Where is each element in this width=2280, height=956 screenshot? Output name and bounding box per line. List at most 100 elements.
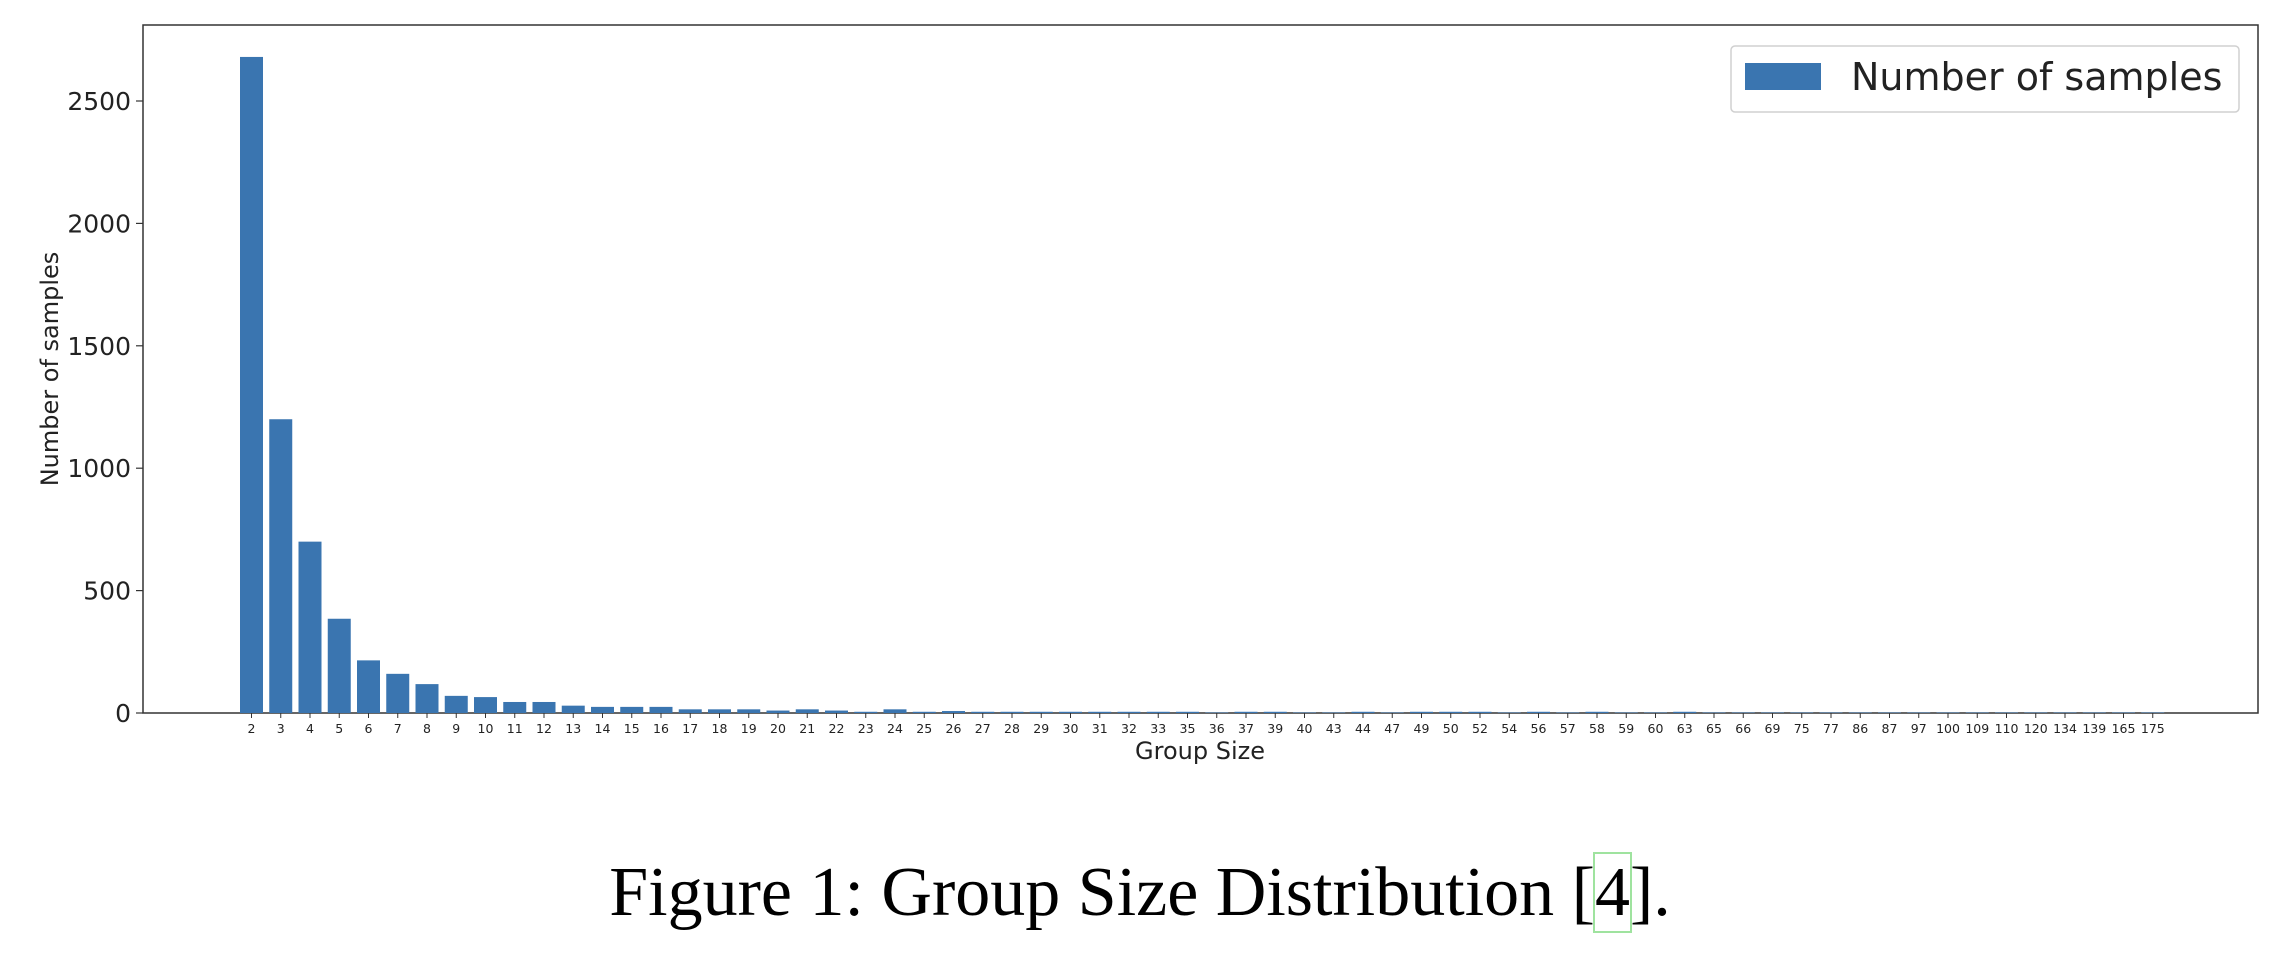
x-tick-label-5: 5 xyxy=(335,721,343,736)
x-tick-label-47: 47 xyxy=(1384,721,1400,736)
bar-58 xyxy=(1585,711,1609,713)
x-tick-label-50: 50 xyxy=(1443,721,1459,736)
bar-19 xyxy=(737,709,761,713)
x-tick-label-57: 57 xyxy=(1560,721,1576,736)
x-tick-label-54: 54 xyxy=(1501,721,1517,736)
bar-27 xyxy=(971,711,995,713)
x-tick-label-109: 109 xyxy=(1965,721,1989,736)
legend-frame xyxy=(1730,45,2240,113)
caption-suffix: ]. xyxy=(1629,854,1671,931)
bar-25 xyxy=(912,711,936,713)
x-tick-label-37: 37 xyxy=(1238,721,1254,736)
x-tick-label-6: 6 xyxy=(365,721,373,736)
x-tick-label-26: 26 xyxy=(946,721,962,736)
x-tick-label-11: 11 xyxy=(507,721,523,736)
caption-text: Figure 1: Group Size Distribution [ xyxy=(609,854,1595,931)
x-tick-label-7: 7 xyxy=(394,721,402,736)
legend-label: Number of samples xyxy=(1851,55,2222,99)
bar-2 xyxy=(240,56,263,713)
x-tick-label-29: 29 xyxy=(1033,721,1049,736)
x-tick-label-49: 49 xyxy=(1414,721,1430,736)
x-tick-label-97: 97 xyxy=(1911,721,1927,736)
bar-7 xyxy=(386,673,410,713)
y-tick-label-1000: 1000 xyxy=(67,454,131,483)
bar-17 xyxy=(678,709,702,713)
y-tick-label-2000: 2000 xyxy=(67,209,131,238)
bar-10 xyxy=(474,697,497,713)
x-tick-label-35: 35 xyxy=(1180,721,1196,736)
bars xyxy=(240,56,2165,713)
bar-26 xyxy=(942,711,965,713)
bar-4 xyxy=(298,541,322,713)
figure-caption: Figure 1: Group Size Distribution [4]. xyxy=(0,852,2280,933)
x-tick-label-18: 18 xyxy=(712,721,728,736)
x-tick-label-4: 4 xyxy=(306,721,314,736)
x-tick-label-3: 3 xyxy=(277,721,285,736)
x-tick-label-25: 25 xyxy=(916,721,932,736)
x-tick-label-110: 110 xyxy=(1995,721,2019,736)
x-tick-label-22: 22 xyxy=(829,721,845,736)
x-tick-label-77: 77 xyxy=(1823,721,1839,736)
x-tick-label-66: 66 xyxy=(1735,721,1751,736)
bar-30 xyxy=(1059,711,1082,713)
legend-swatch xyxy=(1745,63,1821,90)
bar-8 xyxy=(415,684,439,713)
x-tick-label-44: 44 xyxy=(1355,721,1371,736)
bar-15 xyxy=(620,706,644,713)
x-tick-label-40: 40 xyxy=(1297,721,1313,736)
x-tick-label-20: 20 xyxy=(770,721,786,736)
x-tick-label-23: 23 xyxy=(858,721,874,736)
x-tick-label-58: 58 xyxy=(1589,721,1605,736)
bar-18 xyxy=(708,709,731,713)
x-tick-label-32: 32 xyxy=(1121,721,1137,736)
x-tick-label-65: 65 xyxy=(1706,721,1722,736)
x-tick-label-69: 69 xyxy=(1765,721,1781,736)
x-tick-label-21: 21 xyxy=(799,721,815,736)
x-tick-label-2: 2 xyxy=(248,721,256,736)
y-axis: 0 500 1000 1500 2000 2500 xyxy=(67,87,143,728)
x-tick-label-87: 87 xyxy=(1882,721,1898,736)
bar-32 xyxy=(1117,711,1141,713)
x-tick-label-100: 100 xyxy=(1936,721,1960,736)
x-tick-label-175: 175 xyxy=(2141,721,2165,736)
x-axis: 2 3 4 5 6 7 8 9 10 11 12 13 14 15 16 17 18 19 20 21 22 23 24 25… xyxy=(248,713,2165,736)
bar-29 xyxy=(1029,711,1053,713)
x-tick-label-15: 15 xyxy=(624,721,640,736)
bar-44 xyxy=(1351,711,1375,713)
legend: Number of samples xyxy=(1730,45,2240,113)
bar-24 xyxy=(883,709,907,713)
x-axis-label: Group Size xyxy=(1135,737,1265,765)
bar-50 xyxy=(1439,711,1463,713)
x-tick-label-17: 17 xyxy=(682,721,698,736)
bar-49 xyxy=(1410,711,1433,713)
x-tick-label-59: 59 xyxy=(1618,721,1634,736)
y-tick-label-0: 0 xyxy=(115,699,131,728)
y-tick-label-500: 500 xyxy=(83,577,131,606)
x-tick-label-86: 86 xyxy=(1852,721,1868,736)
bar-14 xyxy=(591,706,614,713)
plot-area-frame xyxy=(142,24,2259,714)
x-tick-label-165: 165 xyxy=(2112,721,2136,736)
bar-13 xyxy=(561,705,585,713)
bar-39 xyxy=(1263,711,1287,713)
x-tick-label-14: 14 xyxy=(595,721,611,736)
bar-63 xyxy=(1673,711,1697,713)
x-tick-label-139: 139 xyxy=(2082,721,2106,736)
bar-56 xyxy=(1527,711,1550,713)
x-tick-label-43: 43 xyxy=(1326,721,1342,736)
x-tick-label-36: 36 xyxy=(1209,721,1225,736)
bar-23 xyxy=(854,711,878,713)
x-tick-label-39: 39 xyxy=(1267,721,1283,736)
x-tick-label-27: 27 xyxy=(975,721,991,736)
bar-33 xyxy=(1146,711,1170,713)
x-tick-label-19: 19 xyxy=(741,721,757,736)
x-tick-label-52: 52 xyxy=(1472,721,1488,736)
bar-6 xyxy=(357,660,380,713)
x-tick-label-8: 8 xyxy=(423,721,431,736)
x-tick-label-9: 9 xyxy=(452,721,460,736)
bar-9 xyxy=(444,695,468,713)
x-tick-label-134: 134 xyxy=(2053,721,2077,736)
x-tick-label-56: 56 xyxy=(1531,721,1547,736)
citation-link[interactable]: 4 xyxy=(1592,852,1632,933)
